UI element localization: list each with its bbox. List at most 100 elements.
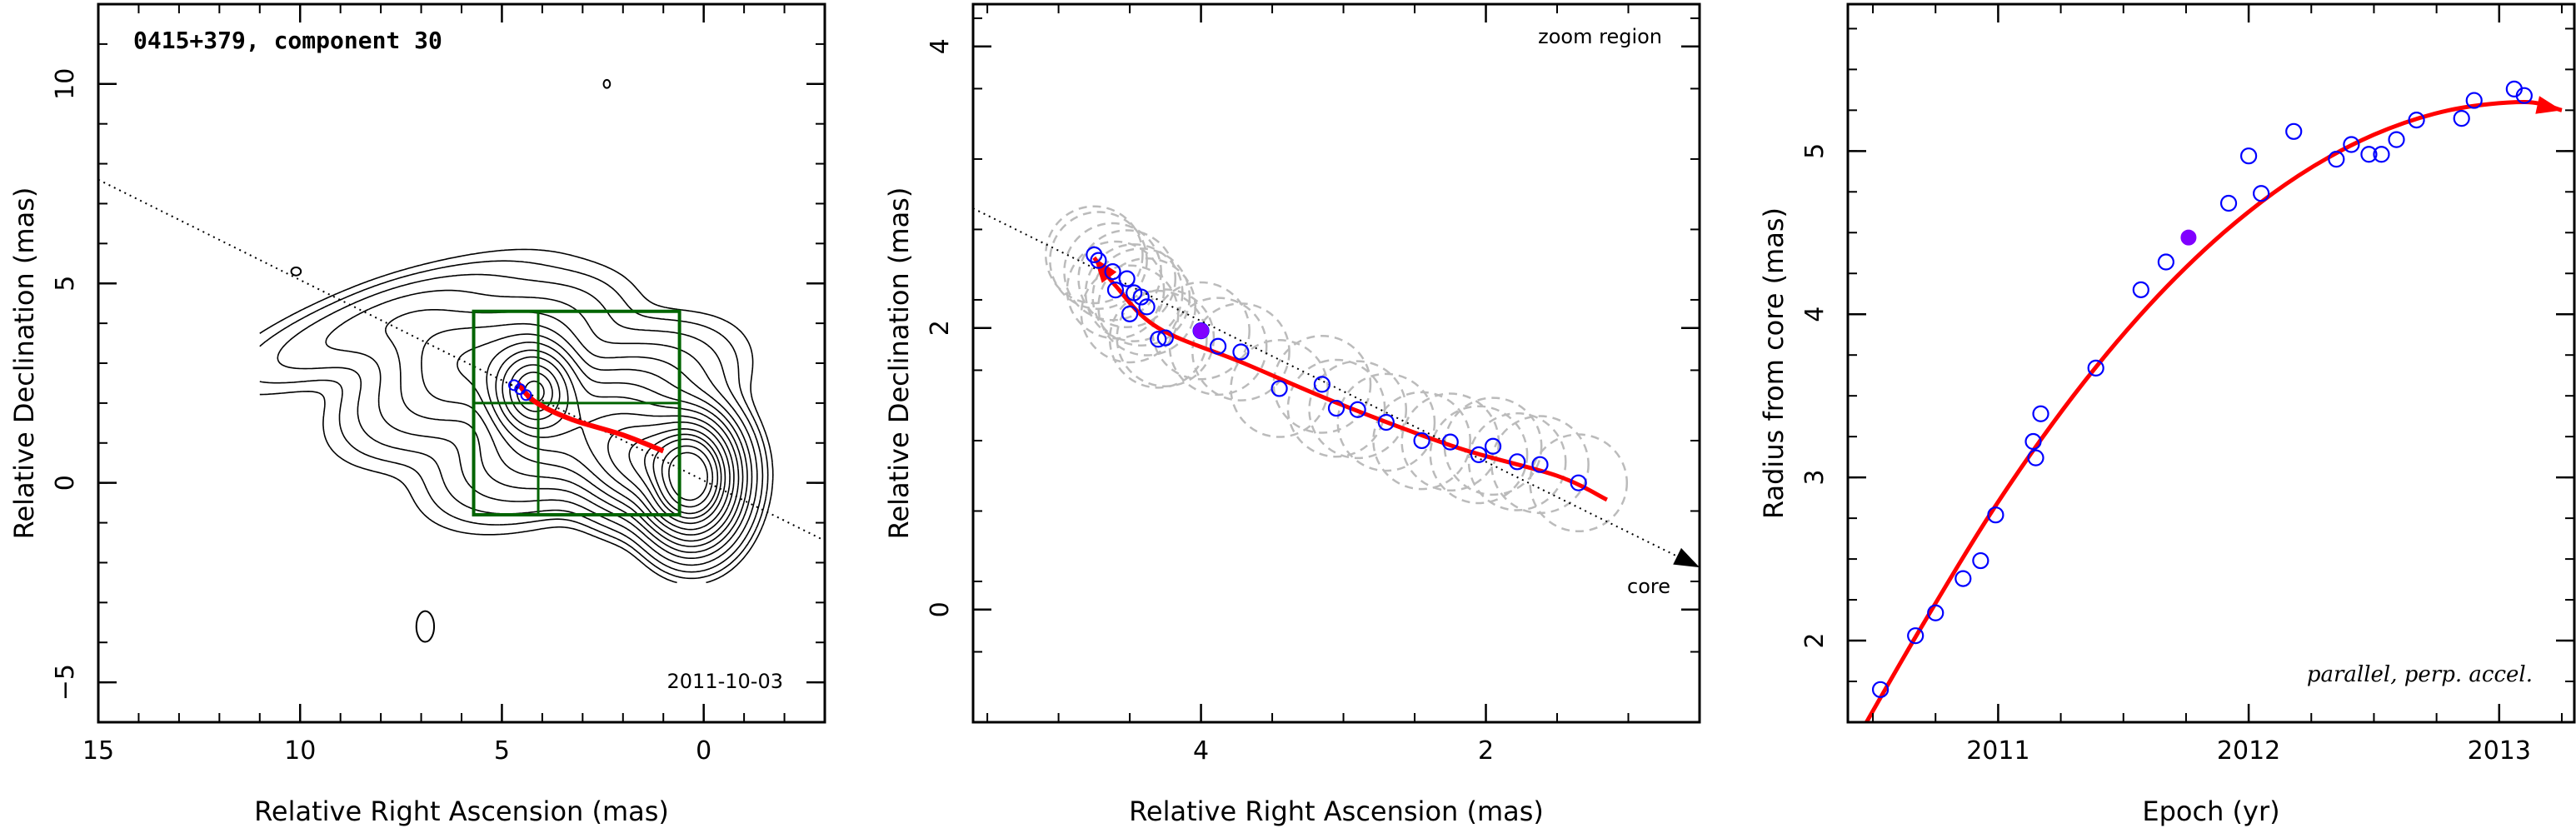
data-point bbox=[1987, 506, 2004, 524]
contour-lines bbox=[259, 78, 774, 643]
data-point bbox=[520, 389, 532, 402]
data-point bbox=[1150, 331, 1167, 348]
data-point bbox=[1313, 376, 1331, 393]
panel2-x-axis-label: Relative Right Ascension (mas) bbox=[1129, 796, 1544, 827]
beam-circle bbox=[1372, 391, 1471, 491]
contour-blob bbox=[290, 267, 302, 277]
contour-level bbox=[524, 380, 719, 515]
panel-contour-map: 15 10 5 0 −5 0 5 10 0415+379, component 30 2011… bbox=[8, 2, 826, 827]
panel1-y-axis-label: Relative Declination (mas) bbox=[8, 187, 40, 540]
data-point bbox=[2157, 253, 2174, 271]
data-point bbox=[2465, 92, 2483, 109]
contour-level bbox=[325, 289, 758, 566]
zoom-box bbox=[472, 309, 681, 516]
y-tick-label: 10 bbox=[51, 68, 80, 100]
panel3-y-axis-label: Radius from core (mas) bbox=[1758, 207, 1790, 519]
contour-level bbox=[385, 309, 753, 559]
y-tick-label: 5 bbox=[1800, 143, 1830, 159]
contour-blob bbox=[415, 610, 436, 643]
data-point bbox=[2027, 449, 2044, 466]
contour-level bbox=[668, 451, 708, 501]
beam-circle bbox=[1077, 229, 1177, 328]
beam-circle bbox=[1151, 281, 1251, 381]
beam-circle bbox=[1429, 405, 1529, 505]
beam-circle bbox=[1191, 302, 1290, 402]
trajectory-fit-curve bbox=[516, 381, 665, 454]
y-tick-label: 0 bbox=[51, 475, 80, 491]
beam-circles bbox=[1044, 205, 1629, 533]
beam-circle bbox=[1286, 358, 1386, 458]
contour-blob bbox=[602, 78, 612, 89]
contour-level bbox=[661, 445, 714, 508]
data-point bbox=[2024, 432, 2042, 451]
data-point bbox=[2453, 110, 2470, 127]
y-tick-label: 0 bbox=[926, 601, 955, 617]
x-tick-label: 5 bbox=[494, 736, 510, 766]
beam-circle bbox=[1308, 360, 1408, 460]
beam-circle bbox=[1080, 264, 1180, 364]
beam-circle bbox=[1490, 415, 1590, 515]
data-point bbox=[1106, 282, 1125, 299]
y-tick-label: −5 bbox=[51, 664, 80, 701]
contour-level bbox=[421, 322, 748, 553]
beam-circle bbox=[1443, 397, 1543, 496]
x-tick-label: 10 bbox=[284, 736, 316, 766]
data-point bbox=[514, 383, 527, 396]
data-point bbox=[1271, 380, 1288, 397]
data-point bbox=[1209, 337, 1227, 355]
y-tick-label: 2 bbox=[926, 320, 955, 336]
data-point bbox=[2132, 281, 2149, 298]
panel1-frame bbox=[97, 2, 826, 724]
data-point bbox=[1927, 604, 1944, 621]
data-point bbox=[1441, 433, 1459, 451]
beam-circle bbox=[1097, 257, 1196, 357]
data-point bbox=[2408, 111, 2425, 129]
x-tick-label: 2 bbox=[1478, 736, 1494, 766]
highlighted-epoch-point bbox=[1193, 322, 1210, 339]
panel2-core-label: core bbox=[1627, 575, 1670, 598]
contour-level bbox=[277, 273, 764, 573]
data-point bbox=[1349, 401, 1366, 418]
highlighted-epoch-point bbox=[2180, 229, 2197, 246]
data-point bbox=[1327, 399, 1345, 417]
radius-fit-curve bbox=[1864, 99, 2563, 722]
data-point bbox=[1138, 298, 1156, 316]
radius-fit-arrow-head bbox=[2535, 96, 2562, 114]
data-point bbox=[1972, 551, 1989, 570]
data-point bbox=[1156, 329, 1174, 347]
panel1-x-axis-label: Relative Right Ascension (mas) bbox=[254, 796, 669, 827]
beam-circle bbox=[1116, 288, 1216, 387]
data-point bbox=[1118, 270, 1136, 287]
data-point bbox=[2253, 185, 2270, 202]
data-point bbox=[1132, 288, 1150, 306]
x-tick-label: 2011 bbox=[1966, 736, 2029, 766]
data-point bbox=[2285, 122, 2303, 140]
data-point bbox=[1413, 431, 1430, 450]
x-tick-label: 0 bbox=[696, 736, 711, 766]
jet-axis-line bbox=[98, 178, 825, 542]
x-tick-label: 4 bbox=[1193, 736, 1209, 766]
y-tick-label: 2 bbox=[1800, 632, 1830, 648]
data-point bbox=[1871, 681, 1890, 698]
data-point bbox=[2343, 136, 2360, 153]
beam-circle bbox=[1091, 247, 1191, 347]
jet-axis-line bbox=[973, 207, 1700, 568]
core-direction-arrow bbox=[1673, 547, 1700, 568]
data-point bbox=[2240, 147, 2258, 165]
data-point bbox=[1086, 246, 1103, 263]
data-point bbox=[507, 379, 520, 392]
data-point bbox=[2373, 146, 2390, 163]
panel3-frame bbox=[1846, 2, 2576, 724]
data-point bbox=[2515, 87, 2533, 104]
panel2-frame bbox=[971, 2, 1701, 724]
data-point bbox=[2087, 359, 2104, 377]
panel2-zoom-annotation: zoom region bbox=[1538, 25, 1662, 48]
panel1-title: 0415+379, component 30 bbox=[133, 27, 442, 54]
panel-zoom-region: 4 2 0 2 4 zoom region core Relative Right As… bbox=[883, 2, 1701, 827]
panel1-date-annotation: 2011-10-03 bbox=[667, 670, 783, 693]
y-tick-label: 5 bbox=[51, 276, 80, 292]
data-point bbox=[1509, 453, 1526, 471]
beam-circle bbox=[1400, 392, 1500, 492]
data-point bbox=[2360, 146, 2378, 163]
